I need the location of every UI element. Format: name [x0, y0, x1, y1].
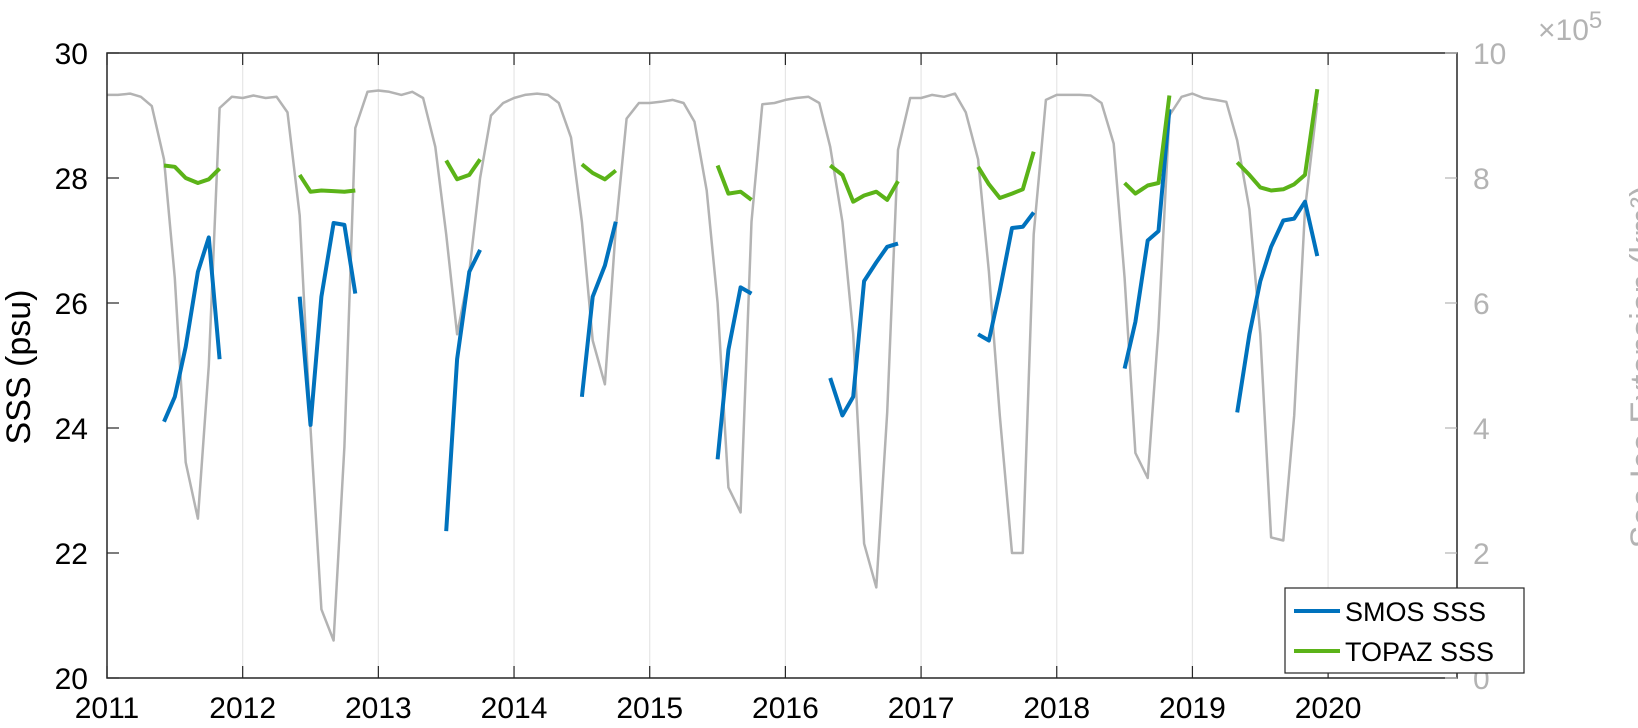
x-tick-label: 2011 [75, 692, 140, 725]
legend-box [1284, 587, 1525, 674]
x-tick-label: 2015 [616, 692, 683, 725]
smos-sss-line [1122, 109, 1172, 370]
x-tick-label: 2018 [1023, 692, 1090, 725]
topaz-sss-line [444, 158, 482, 182]
topaz-sss-line [828, 163, 900, 204]
y-tick-label-left: 24 [55, 413, 88, 446]
y-tick-label-right: 8 [1473, 163, 1490, 196]
exponent-label: ×105 [1538, 7, 1602, 47]
tick-labels: 2011 2012 2013 2014 2015 2016 2017 2018 2019 2020… [55, 38, 1507, 725]
x-tick-label: 2017 [888, 692, 955, 725]
topaz-sss-line [976, 151, 1036, 200]
y-tick-label-right: 6 [1473, 288, 1490, 321]
right-axis-label: Sea Ice Extension (km²) [1624, 186, 1638, 549]
series-layer [107, 88, 1320, 642]
smos-sss-line [1235, 199, 1320, 413]
smos-sss-line [162, 235, 222, 423]
x-tick-label: 2020 [1295, 692, 1362, 725]
smos-sss-line [444, 249, 482, 532]
y-tick-label-left: 28 [55, 163, 88, 196]
smos-sss-line [977, 211, 1036, 343]
topaz-sss-line [298, 173, 356, 194]
ticks [106, 52, 1457, 679]
y-tick-label-left: 26 [55, 288, 88, 321]
y-tick-label-right: 2 [1473, 538, 1490, 571]
legend-label-topaz: TOPAZ SSS [1345, 637, 1494, 667]
grid [242, 53, 1329, 678]
plot-area [107, 53, 1457, 678]
topaz-sss-line [715, 164, 753, 202]
y-tick-label-left: 30 [55, 38, 88, 71]
y-tick-label-right: 10 [1473, 38, 1506, 71]
topaz-sss-line [1235, 88, 1320, 193]
legend: SMOS SSS TOPAZ SSS [1284, 587, 1525, 674]
y-tick-label-left: 22 [55, 538, 88, 571]
plot-frame [106, 52, 1458, 679]
topaz-sss-line [580, 162, 618, 182]
y-tick-label-right: 4 [1473, 413, 1490, 446]
smos-sss-line [579, 221, 618, 398]
topaz-sss-line [1123, 95, 1172, 196]
topaz-sss-line [163, 163, 222, 185]
smos-sss-line [828, 241, 899, 418]
exponent-base: ×10 [1538, 14, 1589, 47]
x-tick-label: 2013 [345, 692, 412, 725]
legend-label-smos: SMOS SSS [1345, 597, 1486, 627]
x-tick-label: 2019 [1159, 692, 1226, 725]
x-tick-label: 2016 [752, 692, 819, 725]
exponent-power: 5 [1589, 7, 1602, 34]
y-tick-label-left: 20 [55, 663, 88, 696]
smos-sss-line [297, 221, 358, 427]
x-tick-label: 2012 [209, 692, 276, 725]
smos-sss-line [715, 285, 753, 460]
x-tick-label: 2014 [481, 692, 548, 725]
left-axis-label: SSS (psu) [0, 290, 38, 445]
